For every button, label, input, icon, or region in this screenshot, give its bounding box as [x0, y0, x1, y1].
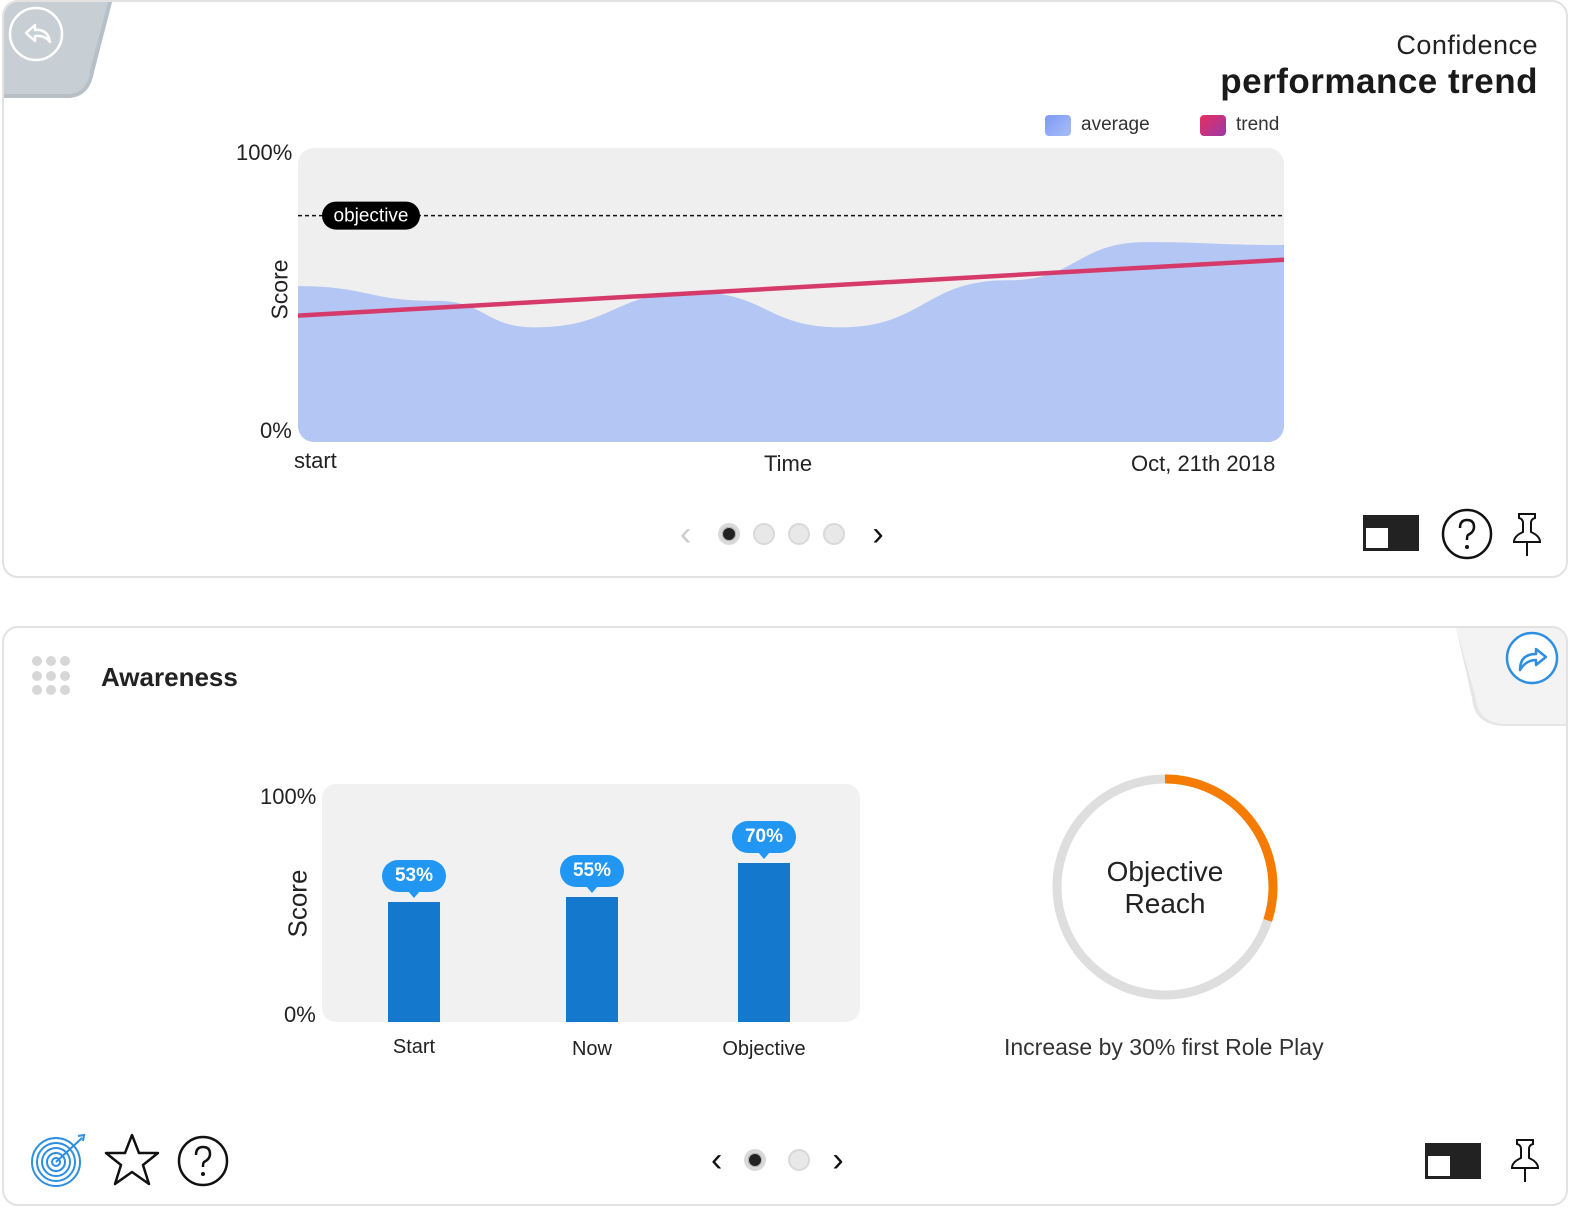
legend-trend: trend — [1200, 114, 1279, 136]
bar-y-axis-label: Score — [282, 869, 313, 938]
bar-y-axis-max-label: 100% — [260, 784, 317, 809]
y-axis-min-label: 0% — [260, 418, 292, 443]
share-icon[interactable] — [1505, 631, 1559, 685]
help-icon[interactable] — [1440, 507, 1494, 561]
prev-arrow[interactable]: ‹ — [680, 515, 692, 553]
drag-handle-icon[interactable] — [32, 656, 72, 696]
x-axis-end-label: Oct, 21th 2018 — [1131, 451, 1276, 476]
layout-toggle-icon-bottom[interactable] — [1424, 1142, 1482, 1180]
x-axis-start-label: start — [294, 448, 337, 473]
area-chart: objective — [298, 148, 1284, 442]
share-corner[interactable] — [1456, 628, 1566, 726]
page-dot-3[interactable] — [788, 523, 811, 545]
bar-category-label: Objective — [722, 1038, 806, 1060]
legend-average-label: average — [1081, 114, 1150, 135]
bar-start — [388, 901, 440, 1022]
prev-arrow-bottom[interactable]: ‹ — [711, 1141, 723, 1179]
bar-value-badge: 70% — [732, 821, 796, 860]
legend-average: average — [1045, 114, 1150, 136]
objective-reach-ring — [1052, 774, 1278, 1000]
help-icon-bottom[interactable] — [176, 1134, 230, 1188]
performance-trend-card: Confidence performance trend average tre… — [2, 0, 1568, 578]
pin-icon-bottom[interactable] — [1504, 1136, 1546, 1184]
x-axis-label: Time — [764, 451, 813, 476]
average-area-series — [298, 242, 1284, 442]
page-dot-4[interactable] — [823, 523, 846, 545]
bar-y-axis-min-label: 0% — [284, 1002, 316, 1027]
layout-toggle-icon[interactable] — [1362, 514, 1420, 552]
objective-tag — [322, 201, 420, 230]
section-title: Awareness — [101, 662, 238, 692]
y-axis-max-label: 100% — [236, 140, 293, 165]
back-icon[interactable] — [8, 6, 64, 62]
page-dot-2[interactable] — [753, 523, 776, 545]
next-arrow[interactable]: › — [872, 515, 884, 553]
chart-title: performance trend — [1220, 62, 1538, 101]
objective-tag-label: objective — [334, 206, 409, 227]
ring-label-line2: Reach — [1124, 888, 1206, 919]
awareness-card: Awareness 100% 0% Score Objective Reach … — [2, 626, 1568, 1206]
ring-label-line1: Objective — [1106, 856, 1224, 887]
trend-line-series — [298, 257, 1284, 318]
y-axis-label: Score — [266, 259, 293, 320]
star-icon[interactable] — [102, 1132, 162, 1188]
page-dot-bottom-2[interactable] — [788, 1149, 811, 1171]
legend-trend-label: trend — [1236, 114, 1280, 135]
bottom-pager: ‹ › — [711, 1143, 844, 1177]
legend-trend-swatch — [1200, 114, 1226, 136]
bar-category-label: Start — [392, 1036, 436, 1058]
objective-caption: Increase by 30% first Role Play — [1004, 1034, 1324, 1060]
legend-average-swatch — [1045, 114, 1071, 136]
page-dot-1[interactable] — [718, 523, 741, 545]
target-icon[interactable] — [28, 1132, 90, 1188]
bar-value-badge: 53% — [382, 859, 446, 898]
back-corner[interactable] — [4, 2, 116, 102]
bar-category-label: Now — [571, 1038, 612, 1060]
pin-icon[interactable] — [1506, 510, 1548, 558]
bar-chart — [322, 784, 860, 1022]
top-pager: ‹ › — [680, 517, 884, 551]
chart-title-small: Confidence — [1396, 30, 1538, 60]
bar-value-badge: 55% — [560, 855, 624, 894]
page-dot-bottom-1[interactable] — [744, 1149, 767, 1171]
bar-objective — [738, 863, 790, 1022]
next-arrow-bottom[interactable]: › — [832, 1141, 844, 1179]
bar-now — [566, 897, 618, 1022]
